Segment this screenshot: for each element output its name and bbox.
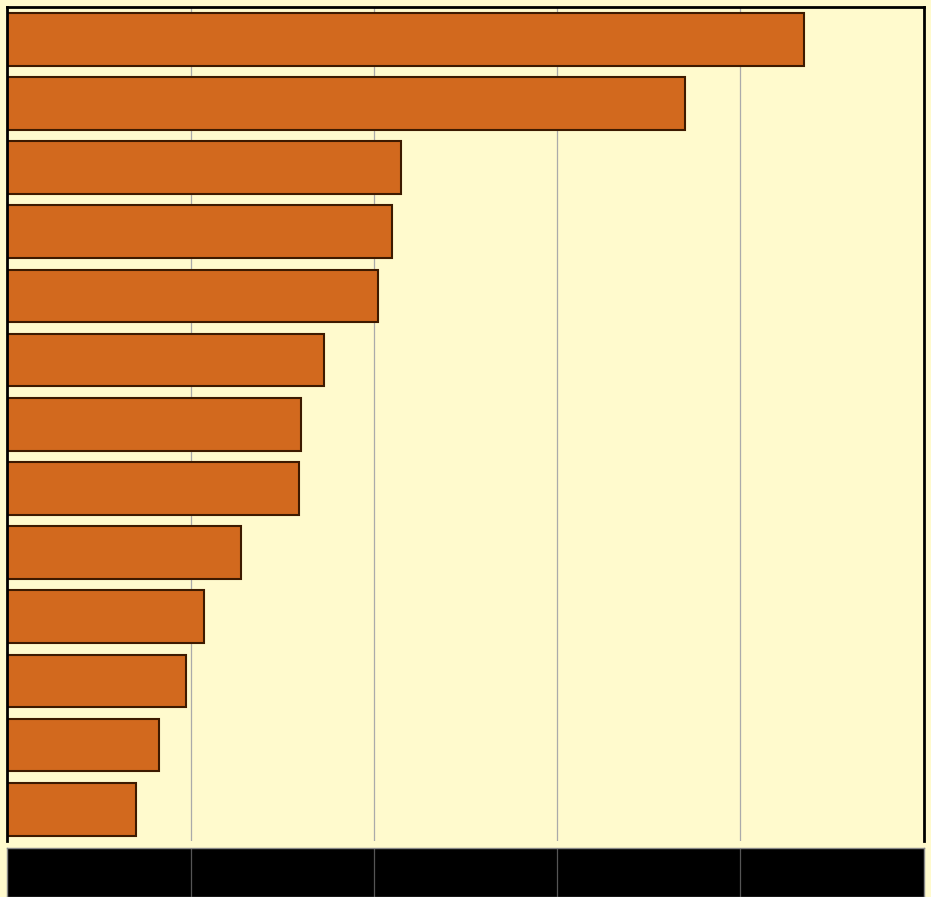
Bar [7,334,323,387]
Bar [7,718,158,771]
Bar [7,205,392,258]
Bar [7,270,379,322]
Bar [7,527,241,579]
Bar [7,398,301,450]
Bar [7,142,401,194]
Bar [7,13,804,65]
Bar [7,783,136,836]
Bar [7,462,299,515]
Bar [7,590,205,643]
Bar [7,655,186,707]
Bar [7,77,685,130]
